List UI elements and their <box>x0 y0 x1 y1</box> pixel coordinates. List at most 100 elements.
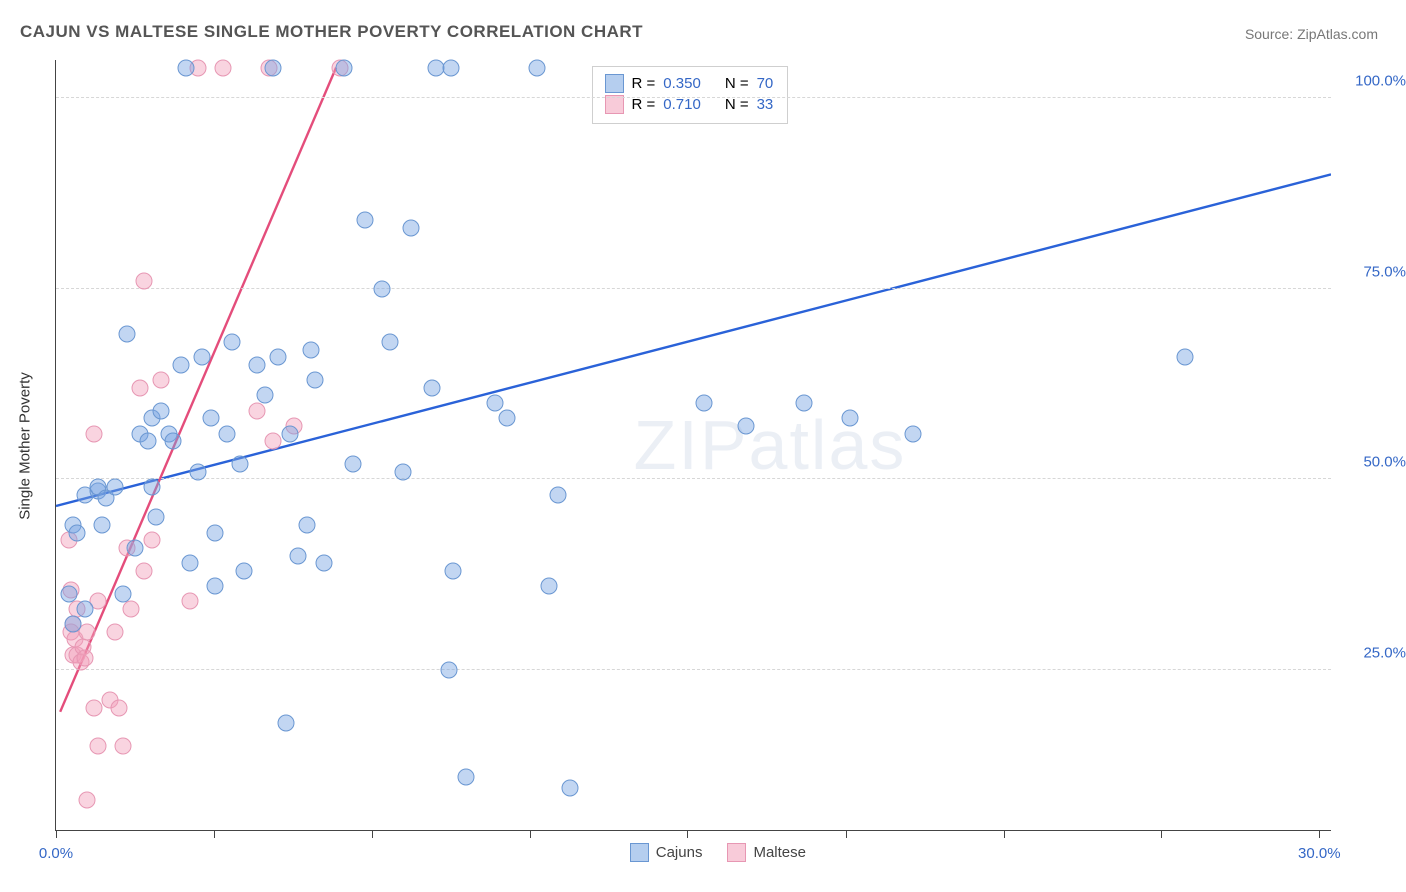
scatter-point-cajuns <box>165 433 182 450</box>
scatter-point-cajuns <box>181 555 198 572</box>
legend-r-label: R = <box>632 75 656 92</box>
correlation-legend: R = 0.350 N = 70 R = 0.710 N = 33 <box>592 66 789 124</box>
scatter-point-cajuns <box>528 59 545 76</box>
ytick-label: 75.0% <box>1341 263 1406 280</box>
legend-n-label: N = <box>725 75 749 92</box>
gridline <box>56 478 1331 479</box>
scatter-point-cajuns <box>796 395 813 412</box>
scatter-point-cajuns <box>223 334 240 351</box>
scatter-point-maltese <box>89 738 106 755</box>
scatter-point-maltese <box>248 402 265 419</box>
scatter-point-cajuns <box>173 356 190 373</box>
scatter-point-cajuns <box>282 425 299 442</box>
legend-label: Cajuns <box>656 844 703 861</box>
ytick-label: 100.0% <box>1341 73 1406 90</box>
legend-item-cajuns: Cajuns <box>630 843 703 862</box>
scatter-point-maltese <box>79 623 96 640</box>
scatter-point-maltese <box>215 59 232 76</box>
xtick <box>530 830 531 838</box>
scatter-point-cajuns <box>440 661 457 678</box>
gridline <box>56 669 1331 670</box>
scatter-point-cajuns <box>119 326 136 343</box>
scatter-point-cajuns <box>93 517 110 534</box>
scatter-point-cajuns <box>394 463 411 480</box>
scatter-point-cajuns <box>194 349 211 366</box>
scatter-point-cajuns <box>231 456 248 473</box>
scatter-point-cajuns <box>77 600 94 617</box>
scatter-point-cajuns <box>307 372 324 389</box>
scatter-point-cajuns <box>1176 349 1193 366</box>
scatter-point-cajuns <box>60 585 77 602</box>
scatter-point-cajuns <box>303 341 320 358</box>
scatter-point-maltese <box>265 433 282 450</box>
scatter-point-cajuns <box>382 334 399 351</box>
xtick-label: 30.0% <box>1298 845 1341 862</box>
scatter-point-maltese <box>85 425 102 442</box>
scatter-point-cajuns <box>127 539 144 556</box>
chart-title: CAJUN VS MALTESE SINGLE MOTHER POVERTY C… <box>20 22 643 42</box>
scatter-point-cajuns <box>842 410 859 427</box>
legend-item-maltese: Maltese <box>727 843 806 862</box>
scatter-point-cajuns <box>445 562 462 579</box>
scatter-point-cajuns <box>424 379 441 396</box>
scatter-point-cajuns <box>206 578 223 595</box>
scatter-point-cajuns <box>148 509 165 526</box>
scatter-point-maltese <box>131 379 148 396</box>
scatter-point-cajuns <box>541 578 558 595</box>
xtick <box>372 830 373 838</box>
scatter-point-cajuns <box>68 524 85 541</box>
scatter-point-cajuns <box>737 417 754 434</box>
scatter-point-cajuns <box>144 478 161 495</box>
xtick-label: 0.0% <box>39 845 73 862</box>
scatter-point-cajuns <box>190 463 207 480</box>
swatch-cajuns-icon <box>605 74 624 93</box>
trendline-cajuns <box>56 174 1331 506</box>
scatter-point-cajuns <box>298 517 315 534</box>
scatter-point-cajuns <box>403 219 420 236</box>
legend-n-label: N = <box>725 96 749 113</box>
scatter-point-cajuns <box>344 456 361 473</box>
ytick-label: 25.0% <box>1341 644 1406 661</box>
scatter-point-maltese <box>110 700 127 717</box>
scatter-point-cajuns <box>177 59 194 76</box>
watermark: ZIPatlas <box>634 405 907 485</box>
scatter-point-cajuns <box>277 715 294 732</box>
scatter-point-cajuns <box>202 410 219 427</box>
scatter-point-cajuns <box>374 280 391 297</box>
scatter-point-cajuns <box>695 395 712 412</box>
legend-n-value: 33 <box>757 96 774 113</box>
scatter-point-cajuns <box>106 478 123 495</box>
scatter-point-cajuns <box>486 395 503 412</box>
scatter-point-maltese <box>123 600 140 617</box>
xtick <box>1004 830 1005 838</box>
chart-area: ZIPatlas R = 0.350 N = 70 R = 0.710 N = … <box>55 60 1331 831</box>
xtick <box>846 830 847 838</box>
scatter-point-maltese <box>152 372 169 389</box>
legend-r-label: R = <box>632 96 656 113</box>
y-axis-label: Single Mother Poverty <box>17 372 34 520</box>
scatter-point-cajuns <box>562 780 579 797</box>
scatter-point-cajuns <box>152 402 169 419</box>
scatter-point-maltese <box>106 623 123 640</box>
scatter-point-cajuns <box>290 547 307 564</box>
scatter-point-cajuns <box>269 349 286 366</box>
legend-r-value: 0.350 <box>663 75 701 92</box>
ytick-label: 50.0% <box>1341 454 1406 471</box>
scatter-point-cajuns <box>64 616 81 633</box>
legend-r-value: 0.710 <box>663 96 701 113</box>
scatter-point-maltese <box>77 650 94 667</box>
series-legend: Cajuns Maltese <box>630 843 806 862</box>
scatter-point-cajuns <box>257 387 274 404</box>
scatter-point-cajuns <box>236 562 253 579</box>
scatter-point-maltese <box>85 700 102 717</box>
scatter-point-cajuns <box>357 212 374 229</box>
figure: CAJUN VS MALTESE SINGLE MOTHER POVERTY C… <box>0 0 1406 892</box>
scatter-point-maltese <box>181 593 198 610</box>
scatter-point-cajuns <box>336 59 353 76</box>
scatter-point-cajuns <box>139 433 156 450</box>
scatter-point-cajuns <box>549 486 566 503</box>
trend-lines <box>56 60 1331 830</box>
xtick <box>687 830 688 838</box>
xtick <box>1161 830 1162 838</box>
scatter-point-cajuns <box>114 585 131 602</box>
